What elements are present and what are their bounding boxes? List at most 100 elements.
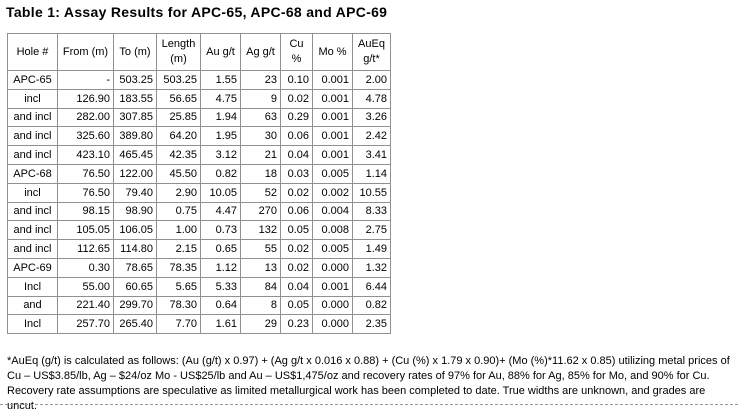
table-cell: 3.41 [352, 145, 391, 165]
table-cell: 0.02 [280, 182, 313, 203]
table-cell: 10.05 [200, 182, 241, 203]
table-cell: 1.00 [156, 220, 201, 241]
table-cell: - [57, 70, 114, 90]
divider [0, 404, 738, 405]
table-cell: 78.35 [156, 257, 201, 278]
table-cell: APC-69 [7, 257, 58, 278]
table-cell: 64.20 [156, 126, 201, 147]
table-cell: 60.65 [113, 276, 157, 297]
table-cell: 106.05 [113, 220, 157, 241]
table-cell: 2.42 [352, 126, 391, 147]
table-row: and incl 423.10 465.45 42.35 3.12 21 0.04 0.001… [7, 145, 391, 165]
table-cell: 0.65 [200, 239, 241, 259]
table-cell: 105.05 [57, 220, 114, 241]
table-cell: 79.40 [113, 182, 157, 203]
table-row: APC-69 0.30 78.65 78.35 1.12 13 0.02 0.000 1.32 [7, 257, 391, 278]
table-cell: 0.05 [280, 295, 313, 316]
table-cell: 0.000 [312, 314, 353, 335]
table-cell: 1.12 [200, 257, 241, 278]
table-cell: 55 [240, 239, 281, 259]
table-cell: 325.60 [57, 126, 114, 147]
table-row: APC-68 76.50 122.00 45.50 0.82 18 0.03 0.005 1.1… [7, 163, 391, 184]
table-cell: 423.10 [57, 145, 114, 165]
table-cell: 0.001 [312, 126, 353, 147]
table-cell: 1.55 [200, 70, 241, 90]
table-cell: 2.35 [352, 314, 391, 335]
table-cell: 270 [240, 201, 281, 222]
table-cell: 0.03 [280, 163, 313, 184]
table-cell: 25.85 [156, 107, 201, 128]
header-row: Hole # From (m) To (m) Length (m) Au g/t Ag g… [7, 33, 391, 71]
table-cell: 7.70 [156, 314, 201, 335]
header-cell: Mo % [312, 33, 353, 71]
table-cell: 112.65 [57, 239, 114, 259]
table-cell: 0.30 [57, 257, 114, 278]
table-cell: 18 [240, 163, 281, 184]
table-title: Table 1: Assay Results for APC-65, APC-6… [6, 4, 388, 20]
table-cell: 4.47 [200, 201, 241, 222]
table-cell: Incl [7, 276, 58, 297]
table-row: and incl 112.65 114.80 2.15 0.65 55 0.02 0.005 1… [7, 239, 391, 259]
table-cell: 0.005 [312, 239, 353, 259]
table-row: APC-65-503.25 503.25 1.55 23 0.10 0.001 2.00 [7, 70, 391, 90]
table-cell: APC-65 [7, 70, 58, 90]
table-cell: 0.04 [280, 276, 313, 297]
table-row: and incl 98.15 98.90 0.75 4.47 270 0.06 0.004 8.… [7, 201, 391, 222]
table-cell: 55.00 [57, 276, 114, 297]
table-cell: 122.00 [113, 163, 157, 184]
table-cell: and incl [7, 220, 58, 241]
table-cell: 0.02 [280, 88, 313, 109]
table-cell: 0.75 [156, 201, 201, 222]
table-row: incl 126.90 183.55 56.65 4.75 9 0.02 0.001 4.78 [7, 88, 391, 109]
table-cell: 0.005 [312, 163, 353, 184]
table-cell: 23 [240, 70, 281, 90]
table-cell: 4.75 [200, 88, 241, 109]
table-cell: 183.55 [113, 88, 157, 109]
table-cell: incl [7, 182, 58, 203]
table-cell: 0.23 [280, 314, 313, 335]
table-cell: 1.32 [352, 257, 391, 278]
header-cell: To (m) [113, 33, 157, 71]
table-cell: 0.64 [200, 295, 241, 316]
header-cell: Cu % [280, 33, 313, 71]
table-cell: 0.001 [312, 107, 353, 128]
table-cell: 84 [240, 276, 281, 297]
table-cell: 2.75 [352, 220, 391, 241]
table-cell: 52 [240, 182, 281, 203]
table-cell: incl [7, 88, 58, 109]
header-cell: AuEq g/t* [352, 33, 391, 71]
table-cell: 2.15 [156, 239, 201, 259]
table-cell: APC-68 [7, 163, 58, 184]
table-cell: 114.80 [113, 239, 157, 259]
table-cell: 8.33 [352, 201, 391, 222]
table-cell: 0.002 [312, 182, 353, 203]
table-cell: and incl [7, 107, 58, 128]
table-cell: 0.001 [312, 70, 353, 90]
table-cell: 13 [240, 257, 281, 278]
table-cell: 0.73 [200, 220, 241, 241]
table-cell: 0.001 [312, 145, 353, 165]
table-cell: 76.50 [57, 163, 114, 184]
table-cell: 307.85 [113, 107, 157, 128]
table-row: and incl 282.00 307.85 25.85 1.94 63 0.29 0.001… [7, 107, 391, 128]
table-cell: 78.65 [113, 257, 157, 278]
table-cell: Incl [7, 314, 58, 335]
table-cell: and incl [7, 239, 58, 259]
table-cell: 0.001 [312, 88, 353, 109]
footnote: *AuEq (g/t) is calculated as follows: (A… [7, 355, 730, 412]
table-cell: and [7, 295, 58, 316]
table-cell: 0.004 [312, 201, 353, 222]
table-row: and 221.40 299.70 78.30 0.64 8 0.05 0.000 0.82 [7, 295, 391, 316]
table-cell: 503.25 [113, 70, 157, 90]
table-cell: 0.02 [280, 239, 313, 259]
table-cell: 0.06 [280, 126, 313, 147]
table-cell: 8 [240, 295, 281, 316]
header-cell: Hole # [7, 33, 58, 71]
table-cell: 132 [240, 220, 281, 241]
table-cell: 1.14 [352, 163, 391, 184]
table-cell: 257.70 [57, 314, 114, 335]
table-body: APC-65-503.25 503.25 1.55 23 0.10 0.001 2.00 in… [7, 70, 391, 335]
table-cell: 1.61 [200, 314, 241, 335]
table-cell: 0.000 [312, 257, 353, 278]
table-cell: 0.82 [352, 295, 391, 316]
